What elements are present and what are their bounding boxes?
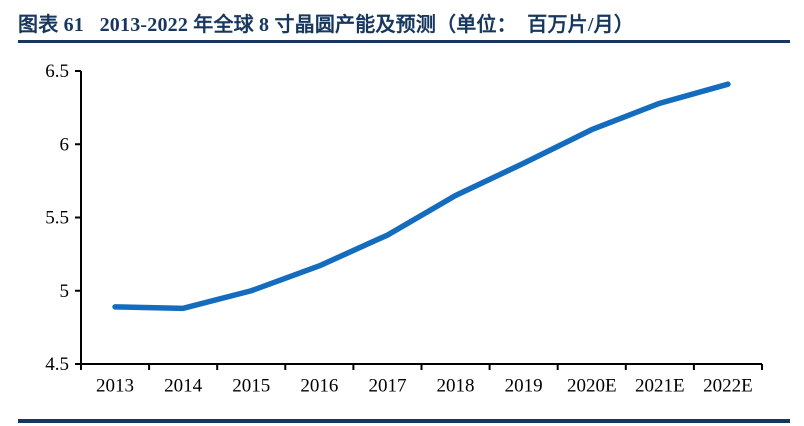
title-divider-rule [18,40,790,43]
x-axis-label: 2021E [635,376,685,397]
x-axis-label: 2020E [567,376,617,397]
figure-title: 图表 61 2013-2022 年全球 8 寸晶圆产能及预测（单位： 百万片/月… [18,14,635,36]
y-axis-label: 6 [60,134,70,155]
y-axis-label: 6.5 [45,61,69,82]
x-axis-label: 2018 [437,376,475,397]
x-axis-label: 2014 [164,376,203,397]
capacity-line [112,81,731,312]
x-axis-label: 2017 [368,376,406,397]
x-axis-label: 2013 [96,376,134,397]
x-axis-label: 2016 [300,376,338,397]
x-axis-label: 2019 [505,376,543,397]
bottom-divider-rule [18,419,790,423]
x-axis-label: 2015 [232,376,270,397]
y-axis-label: 4.5 [45,354,69,375]
y-axis-label: 5 [60,281,70,302]
x-axis-label: 2022E [703,376,753,397]
y-axis-label: 5.5 [45,208,69,229]
